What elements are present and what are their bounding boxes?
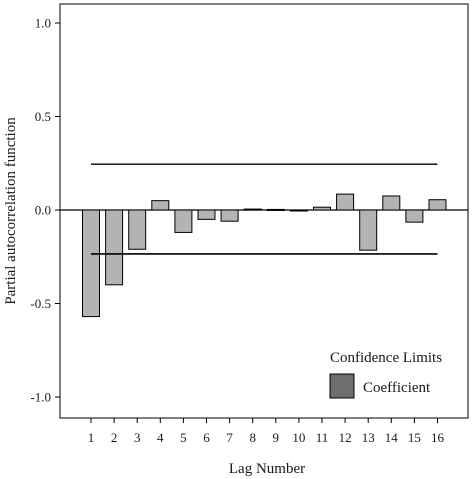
bar-lag-4 (151, 200, 170, 211)
bar-lag-3 (128, 209, 147, 250)
bar-lag-5 (174, 209, 193, 233)
y-tick-label: 0.0 (35, 203, 51, 218)
bar-lag-7 (220, 209, 239, 222)
x-tick-label: 9 (273, 430, 280, 445)
bars (82, 193, 447, 318)
x-tick-label: 14 (385, 430, 399, 445)
bar-lag-10 (289, 209, 308, 212)
y-tick-label: -0.5 (30, 296, 51, 311)
x-tick-label: 6 (203, 430, 210, 445)
legend-swatch-coefficient (329, 373, 355, 399)
x-tick-label: 10 (292, 430, 305, 445)
y-axis-ticks: 1.0 0.5 0.0 -0.5 -1.0 (30, 16, 60, 405)
y-tick-label: 1.0 (35, 16, 51, 31)
x-tick-label: 7 (226, 430, 233, 445)
y-tick-label: -1.0 (30, 390, 51, 405)
legend-label-confidence-limits: Confidence Limits (330, 350, 442, 366)
x-tick-label: 4 (157, 430, 164, 445)
x-axis-title: Lag Number (229, 461, 305, 477)
x-tick-label: 1 (88, 430, 95, 445)
bar-lag-6 (197, 209, 216, 220)
x-axis-ticks: 1 2 3 4 5 6 7 8 9 10 11 12 13 14 15 16 (88, 418, 445, 445)
bar-lag-15 (405, 209, 424, 223)
x-tick-label: 11 (316, 430, 329, 445)
x-tick-label: 12 (339, 430, 352, 445)
bar-lag-8 (243, 208, 262, 211)
bar-lag-11 (313, 206, 331, 211)
x-tick-label: 5 (180, 430, 187, 445)
x-tick-label: 2 (111, 430, 118, 445)
bar-lag-12 (336, 193, 355, 211)
bar-lag-9 (266, 208, 285, 211)
y-axis-title: Partial autocorrelation function (3, 117, 19, 305)
bar-lag-2 (105, 209, 124, 286)
legend: Confidence Limits Coefficient (329, 350, 442, 399)
bar-lag-14 (382, 195, 401, 211)
x-tick-label: 8 (249, 430, 256, 445)
y-tick-label: 0.5 (35, 109, 51, 124)
bar-lag-13 (359, 209, 378, 251)
confidence-limit-lines (91, 163, 438, 255)
x-tick-label: 16 (431, 430, 445, 445)
x-tick-label: 13 (362, 430, 375, 445)
legend-label-coefficient: Coefficient (363, 380, 431, 396)
bar-lag-16 (428, 199, 447, 211)
x-tick-label: 15 (408, 430, 421, 445)
plot-frame (59, 3, 469, 419)
bar-lag-1 (82, 209, 100, 318)
x-tick-label: 3 (134, 430, 141, 445)
